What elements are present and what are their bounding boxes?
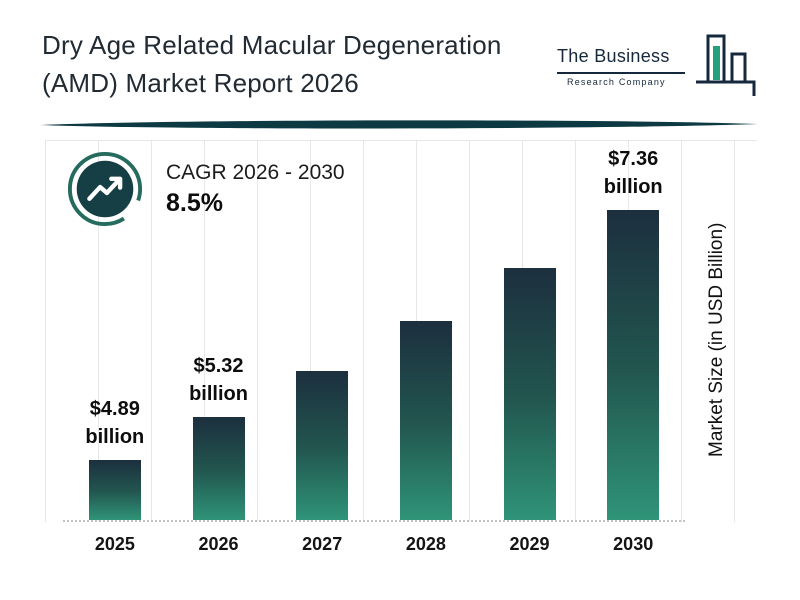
x-axis-label-2029: 2029 xyxy=(509,534,550,554)
page-title-line1: Dry Age Related Macular Degeneration xyxy=(42,30,502,60)
bar-value-label-2025: $4.89 billion xyxy=(85,398,145,448)
bar-2028 xyxy=(399,321,452,520)
bar-column-2030: $7.36 billion xyxy=(581,145,685,520)
bar-2030 xyxy=(607,210,660,520)
bar-2025 xyxy=(88,460,141,520)
y-axis-label: Market Size (in USD Billion) xyxy=(706,222,727,458)
bar-value-label-2026: $5.32 billion xyxy=(189,355,248,405)
x-axis-label-2030: 2030 xyxy=(613,534,654,554)
logo: The Business Research Company xyxy=(557,32,762,106)
trending-up-icon xyxy=(67,151,143,227)
cagr-value: 8.5% xyxy=(166,188,223,217)
bars: $4.89 billion $5.32 billion $7.36 billion xyxy=(63,141,685,522)
bar-chart: $4.89 billion $5.32 billion $7.36 billion 202… xyxy=(45,140,757,554)
logo-bars-icon xyxy=(696,34,756,96)
page-title: Dry Age Related Macular Degeneration (AM… xyxy=(42,26,502,102)
bar-column-2029 xyxy=(478,268,582,520)
header: Dry Age Related Macular Degeneration (AM… xyxy=(42,26,762,118)
cagr-texts: CAGR 2026 - 2030 8.5% xyxy=(166,161,345,218)
bar-column-2028 xyxy=(374,321,478,520)
bar-value-label-2030: $7.36 billion xyxy=(603,148,663,198)
x-axis-label-2027: 2027 xyxy=(302,534,343,554)
bar-column-2026: $5.32 billion xyxy=(167,352,271,520)
page-title-line2: (AMD) Market Report 2026 xyxy=(42,68,359,98)
bar-2029 xyxy=(503,268,556,520)
x-axis-labels: 2025 2026 2027 2028 2029 2030 xyxy=(63,534,685,555)
cagr-badge: CAGR 2026 - 2030 8.5% xyxy=(66,150,345,228)
bar-2026 xyxy=(192,417,245,520)
logo-subtitle-text: Research Company xyxy=(567,77,666,87)
bar-2027 xyxy=(296,371,349,520)
x-axis-label-2025: 2025 xyxy=(94,534,135,554)
bar-column-2025: $4.89 billion xyxy=(63,395,167,520)
header-divider xyxy=(40,120,758,129)
logo-rule xyxy=(557,72,685,74)
x-axis-label-2028: 2028 xyxy=(405,534,446,554)
bar-column-2027 xyxy=(270,371,374,520)
cagr-label: CAGR 2026 - 2030 xyxy=(166,160,345,184)
x-axis-label-2026: 2026 xyxy=(198,534,239,554)
logo-name-text: The Business xyxy=(557,46,670,66)
